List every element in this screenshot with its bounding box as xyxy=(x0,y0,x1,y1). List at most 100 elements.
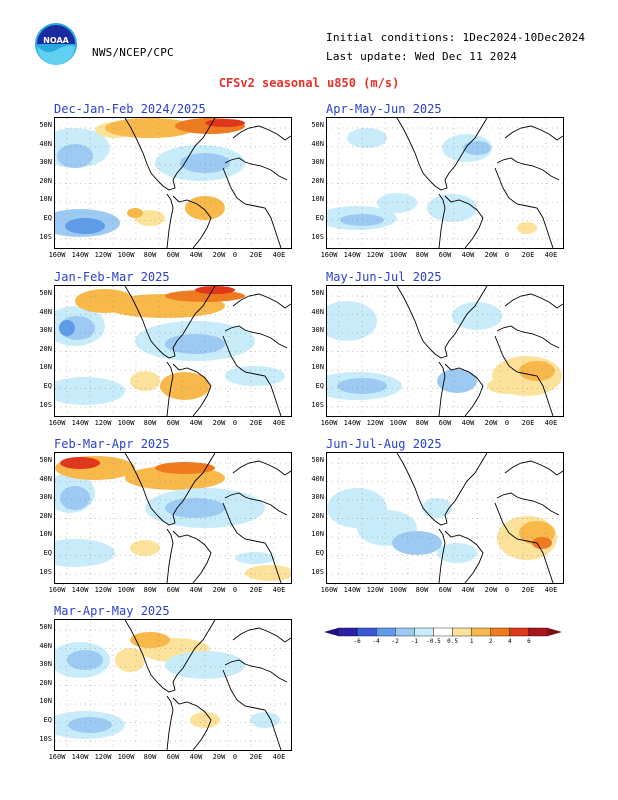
anomaly-region xyxy=(347,128,387,148)
panel-title: Feb-Mar-Apr 2025 xyxy=(54,437,170,451)
coastline xyxy=(504,125,563,141)
lat-tick-label: 10S xyxy=(39,401,52,409)
lon-tick-label: 40E xyxy=(272,251,286,259)
lat-tick-label: 10N xyxy=(39,697,52,705)
coastline xyxy=(166,193,174,248)
anomaly-region xyxy=(205,119,245,127)
lon-tick-label: 40W xyxy=(461,251,475,259)
coastline xyxy=(124,118,216,191)
lon-tick-label: 40W xyxy=(461,586,475,594)
lat-tick-label: 30N xyxy=(311,493,324,501)
coastline xyxy=(232,460,291,476)
panel-title: Mar-Apr-May 2025 xyxy=(54,604,170,618)
anomaly-region xyxy=(340,214,384,226)
colorbar-swatch xyxy=(528,627,549,637)
lon-tick-label: 40W xyxy=(189,419,203,427)
lat-tick-label: 50N xyxy=(39,456,52,464)
colorbar-label: -6 xyxy=(353,638,361,645)
lon-tick-label: 100W xyxy=(117,753,135,761)
lon-tick-label: 100W xyxy=(389,586,407,594)
anomaly-region xyxy=(59,320,75,336)
forecast-map xyxy=(326,117,564,249)
coastline xyxy=(494,335,554,416)
coastline xyxy=(172,697,212,750)
coastline xyxy=(222,502,282,583)
lon-tick-label: 160W xyxy=(48,586,66,594)
colorbar-swatch xyxy=(395,627,415,637)
lat-tick-label: 20N xyxy=(39,345,52,353)
coastline xyxy=(444,363,484,416)
lon-tick-label: 40W xyxy=(461,419,475,427)
lon-tick-label: 0 xyxy=(504,586,510,594)
noaa-logo: NOAA xyxy=(35,23,77,65)
coastline xyxy=(124,286,216,359)
colorbar-swatches xyxy=(324,627,562,637)
lat-tick-label: 30N xyxy=(39,158,52,166)
lon-tick-label: 60W xyxy=(438,419,452,427)
lat-tick-label: 50N xyxy=(39,623,52,631)
panel-title: Apr-May-Jun 2025 xyxy=(326,102,442,116)
lon-tick-label: 20E xyxy=(521,419,535,427)
colorbar-label: -4 xyxy=(372,638,380,645)
lon-tick-label: 160W xyxy=(48,419,66,427)
colorbar-max-arrow xyxy=(548,628,562,636)
lon-tick-label: 60W xyxy=(166,753,180,761)
coastline xyxy=(232,627,291,643)
lon-tick-label: 100W xyxy=(117,586,135,594)
lon-tick-label: 100W xyxy=(117,419,135,427)
map-canvas xyxy=(327,286,563,416)
lon-tick-label: 80W xyxy=(143,753,157,761)
agency-label: NWS/NCEP/CPC xyxy=(92,46,174,59)
lat-tick-label: 50N xyxy=(39,121,52,129)
lat-tick-label: 10S xyxy=(311,568,324,576)
anomaly-region xyxy=(427,194,477,222)
anomaly-region xyxy=(130,540,160,556)
anomaly-region xyxy=(165,498,225,518)
lat-tick-label: 50N xyxy=(39,289,52,297)
anomaly-region xyxy=(60,486,90,510)
lon-tick-label: 40E xyxy=(272,419,286,427)
lon-tick-label: 80W xyxy=(143,586,157,594)
lat-tick-label: 40N xyxy=(311,308,324,316)
coastline xyxy=(224,157,288,181)
lat-tick-label: 40N xyxy=(311,140,324,148)
colorbar-swatch xyxy=(375,627,396,637)
map-canvas xyxy=(55,118,291,248)
anomaly-region xyxy=(67,650,103,670)
lon-tick-label: 80W xyxy=(415,419,429,427)
coastline xyxy=(224,492,288,516)
panel-title: May-Jun-Jul 2025 xyxy=(326,270,442,284)
anomaly-region xyxy=(422,498,452,518)
lon-tick-label: 120W xyxy=(94,586,112,594)
anomaly-region xyxy=(532,537,552,549)
lon-tick-label: 100W xyxy=(117,251,135,259)
anomaly-region xyxy=(127,208,143,218)
figure-title: CFSv2 seasonal u850 (m/s) xyxy=(218,76,400,90)
lon-tick-label: 140W xyxy=(71,586,89,594)
coastline xyxy=(444,530,484,583)
lon-tick-label: 20E xyxy=(249,251,263,259)
colorbar: -6 -4 -2 -1 -0.5 0.5 1 2 4 6 xyxy=(322,624,572,650)
coastline xyxy=(232,125,291,141)
lon-tick-label: 140W xyxy=(343,251,361,259)
lon-tick-label: 20E xyxy=(521,251,535,259)
lon-tick-label: 20W xyxy=(212,753,226,761)
lat-tick-label: 30N xyxy=(311,158,324,166)
coastline xyxy=(396,286,488,359)
lon-tick-label: 140W xyxy=(71,251,89,259)
lon-tick-label: 0 xyxy=(232,251,238,259)
anomaly-region xyxy=(235,552,275,564)
map-canvas xyxy=(55,286,291,416)
anomaly-region xyxy=(115,648,145,672)
lat-tick-label: 10S xyxy=(39,233,52,241)
lat-tick-label: 20N xyxy=(311,512,324,520)
map-canvas xyxy=(55,453,291,583)
lon-tick-label: 160W xyxy=(48,753,66,761)
lat-tick-label: 40N xyxy=(39,475,52,483)
lon-tick-label: 40E xyxy=(544,251,558,259)
map-canvas xyxy=(327,453,563,583)
lon-tick-label: 140W xyxy=(343,586,361,594)
lat-tick-label: 50N xyxy=(311,289,324,297)
coastline xyxy=(224,659,288,683)
forecast-map xyxy=(54,285,292,417)
